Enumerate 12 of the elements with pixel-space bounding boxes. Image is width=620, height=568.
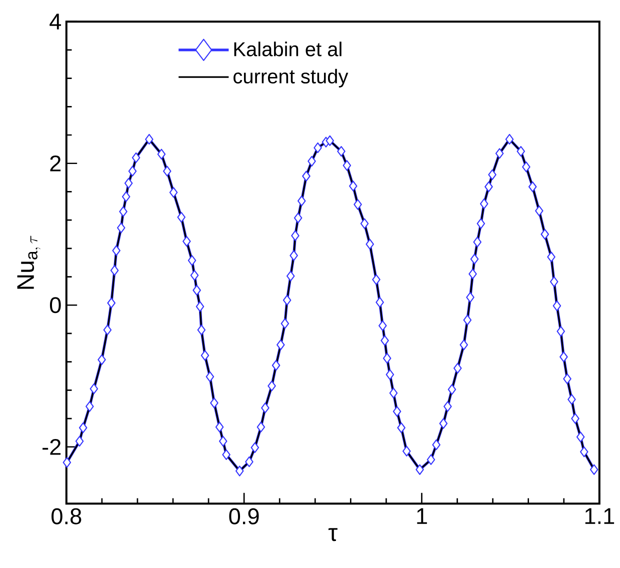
x-tick-label: 1: [417, 508, 427, 524]
y-tick-label: 0: [50, 297, 61, 314]
y-axis-title: $\mathrm{Nu}_{\mathrm{a},\,\tau}$: [17, 236, 40, 289]
x-tick-label: 1.1: [585, 508, 614, 524]
legend-label: current study: [234, 68, 348, 88]
y-tick-label: 2: [50, 155, 61, 172]
x-tick-label: 0.9: [229, 508, 259, 524]
y-tick-label: 4: [50, 14, 62, 30]
legend-label: Kalabin et al: [234, 42, 342, 56]
y-tick-label: -2: [42, 438, 61, 455]
x-axis-title: τ: [328, 528, 338, 542]
x-tick-label: 0.8: [52, 508, 82, 524]
